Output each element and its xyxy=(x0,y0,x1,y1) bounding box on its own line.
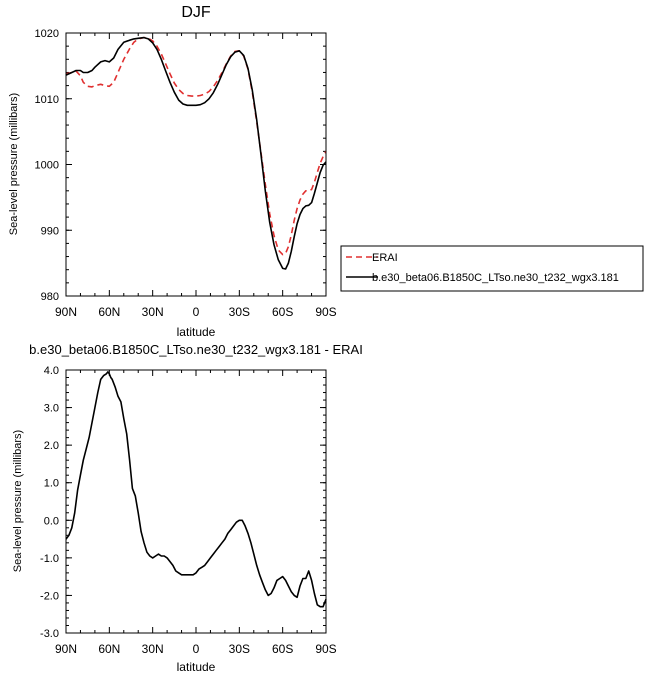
top-chart-series-line-1 xyxy=(65,36,327,270)
legend-label-model: b.e30_beta06.B1850C_LTso.ne30_t232_wgx3.… xyxy=(372,272,619,284)
top-chart-y-tick-label: 980 xyxy=(41,291,59,303)
legend: ERAI b.e30_beta06.B1850C_LTso.ne30_t232_… xyxy=(340,245,644,292)
top-chart-x-tick-label: 0 xyxy=(193,305,200,319)
top-chart-y-tick-label: 1020 xyxy=(35,28,59,40)
top-chart-x-tick-label: 90N xyxy=(55,305,77,319)
legend-box xyxy=(340,245,644,292)
bottom-chart: b.e30_beta06.B1850C_LTso.ne30_t232_wgx3.… xyxy=(12,342,363,674)
bottom-chart-x-tick-label: 0 xyxy=(193,642,200,656)
top-chart-x-axis-label: latitude xyxy=(177,325,216,339)
top-chart-x-tick-label: 60N xyxy=(98,305,120,319)
bottom-chart-x-tick-label: 60N xyxy=(98,642,120,656)
top-chart-y-axis-label: Sea-level pressure (millibars) xyxy=(8,93,20,235)
bottom-chart-y-tick-label: 0.0 xyxy=(44,515,59,527)
bottom-chart-plot-frame xyxy=(65,369,327,634)
top-chart-x-tick-label: 30S xyxy=(229,305,250,319)
bottom-chart-series-line-0 xyxy=(65,371,327,608)
bottom-chart-y-tick-label: -3.0 xyxy=(40,628,59,640)
bottom-chart-y-tick-label: -1.0 xyxy=(40,553,59,565)
bottom-chart-y-tick-label: 3.0 xyxy=(44,403,59,415)
bottom-chart-y-tick-label: 4.0 xyxy=(44,365,59,377)
bottom-chart-x-tick-label: 60S xyxy=(272,642,293,656)
top-chart-series-line-0 xyxy=(65,36,327,256)
top-chart-y-tick-label: 1000 xyxy=(35,160,59,172)
top-chart-y-tick-label: 990 xyxy=(41,225,59,237)
top-chart-plot-frame xyxy=(65,32,327,297)
top-chart-y-tick-label: 1010 xyxy=(35,94,59,106)
bottom-chart-series xyxy=(65,371,327,608)
bottom-chart-y-axis-label: Sea-level pressure (millibars) xyxy=(12,430,24,572)
bottom-chart-x-tick-label: 30S xyxy=(229,642,250,656)
top-chart: DJF 90N 60N 30N 0 30S 60S 90S 980 990 1000 1010 102… xyxy=(8,4,337,339)
bottom-chart-ticks: 90N 60N 30N 0 30S 60S 90S -3.0 -2.0 -1.0 0.0 1.0 2.0… xyxy=(40,365,337,656)
legend-label-erai: ERAI xyxy=(372,252,398,264)
bottom-chart-y-tick-label: 1.0 xyxy=(44,478,59,490)
bottom-chart-x-tick-label: 30N xyxy=(142,642,164,656)
top-chart-ticks: 90N 60N 30N 0 30S 60S 90S 980 990 1000 1010 1020 xyxy=(35,28,337,319)
bottom-chart-x-tick-label: 90N xyxy=(55,642,77,656)
bottom-chart-x-axis-label: latitude xyxy=(177,660,216,674)
bottom-chart-x-tick-label: 90S xyxy=(315,642,336,656)
bottom-chart-title: b.e30_beta06.B1850C_LTso.ne30_t232_wgx3.… xyxy=(29,342,363,357)
top-chart-series xyxy=(65,36,327,270)
top-chart-x-tick-label: 90S xyxy=(315,305,336,319)
bottom-chart-y-tick-label: -2.0 xyxy=(40,590,59,602)
top-chart-x-tick-label: 60S xyxy=(272,305,293,319)
top-chart-title: DJF xyxy=(181,4,211,21)
top-chart-x-tick-label: 30N xyxy=(142,305,164,319)
bottom-chart-y-tick-label: 2.0 xyxy=(44,440,59,452)
